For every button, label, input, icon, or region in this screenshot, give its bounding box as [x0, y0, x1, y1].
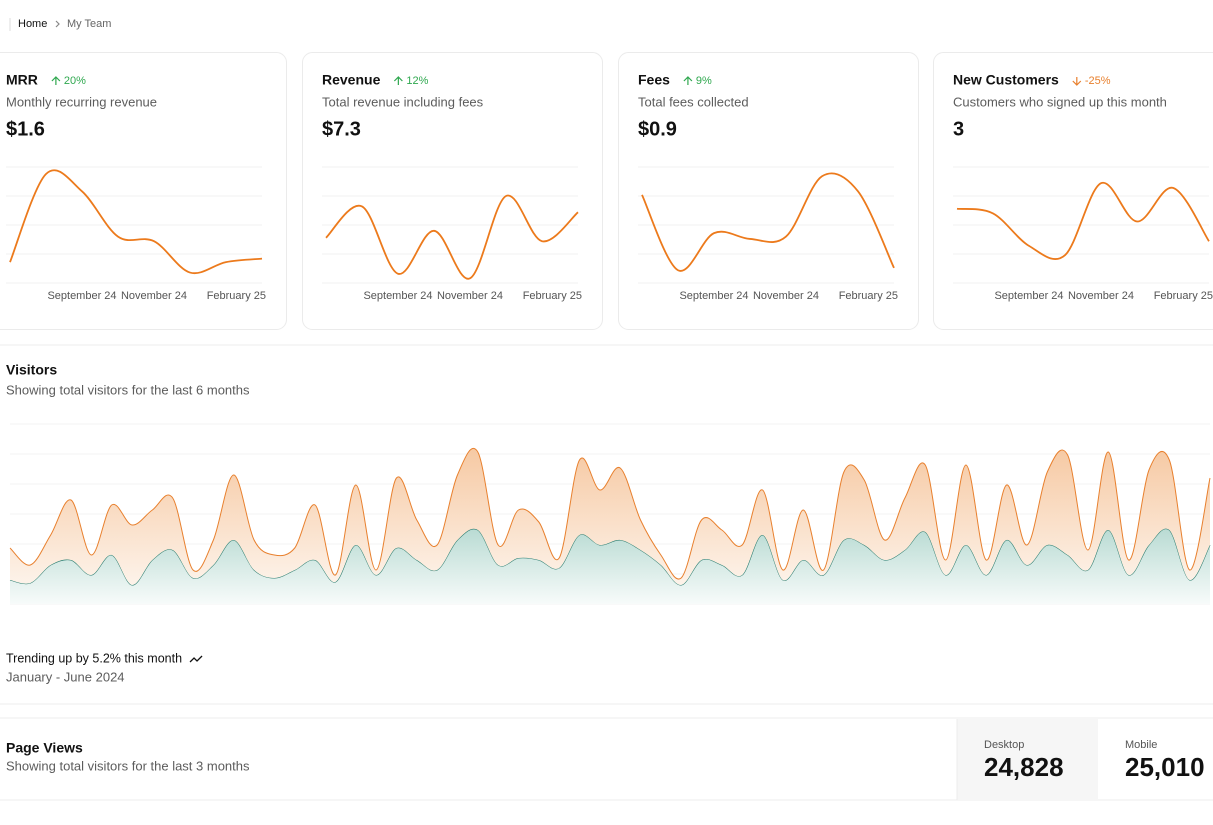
trend-text: Trending up by 5.2% this month: [6, 651, 182, 665]
x-tick-label: September 24: [994, 290, 1063, 302]
trend-arrow-icon: [683, 76, 693, 85]
metric-card: Fees 9% Total fees collected $0.9 September …: [618, 52, 919, 330]
x-tick-label: September 24: [679, 290, 748, 302]
metric-card: New Customers -25% Customers who signed up…: [933, 52, 1213, 330]
card-title: Fees: [638, 72, 670, 88]
x-tick-label: February 25: [839, 290, 898, 302]
card-title: MRR: [6, 72, 38, 88]
trend-arrow-icon: [393, 76, 403, 85]
line: [956, 182, 1210, 260]
x-tick-label: September 24: [363, 290, 432, 302]
card-frame: [0, 52, 287, 330]
stat-label: Desktop: [984, 739, 1024, 751]
trend-period: January - June 2024: [6, 669, 125, 684]
card-frame: [933, 52, 1213, 330]
x-tick-label: February 25: [1154, 290, 1213, 302]
x-tick-label: September 24: [47, 290, 116, 302]
card-value: 3: [953, 118, 964, 140]
line: [325, 194, 579, 280]
x-tick-label: November 24: [1068, 290, 1134, 302]
trend-arrow-icon: [51, 76, 61, 85]
line: [9, 169, 263, 275]
change-badge: 20%: [64, 75, 86, 87]
breadcrumb-link[interactable]: Home: [18, 18, 47, 30]
area-line: [9, 447, 1211, 580]
breadcrumb-current: My Team: [67, 18, 111, 30]
change-badge: 9%: [696, 75, 712, 87]
chevron-icon: [55, 20, 60, 28]
x-tick-label: February 25: [207, 290, 266, 302]
card-description: Customers who signed up this month: [953, 94, 1167, 109]
card-frame: [302, 52, 603, 330]
stat-value: 25,010: [1125, 752, 1205, 782]
card-value: $0.9: [638, 118, 677, 140]
metric-card: MRR 20% Monthly recurring revenue $1.6 Septe…: [0, 52, 287, 330]
card-description: Total revenue including fees: [322, 94, 484, 109]
card-value: $7.3: [322, 118, 361, 140]
trend-arrow-icon: [1072, 77, 1082, 86]
x-tick-label: November 24: [437, 290, 503, 302]
x-tick-label: November 24: [121, 290, 187, 302]
section-title: Visitors: [6, 362, 57, 378]
x-tick-label: November 24: [753, 290, 819, 302]
section-subtitle: Showing total visitors for the last 3 mo…: [6, 758, 250, 773]
change-badge: -25%: [1085, 75, 1111, 87]
card-title: New Customers: [953, 72, 1059, 88]
section-title: Page Views: [6, 740, 83, 756]
card-value: $1.6: [6, 118, 45, 140]
area: [10, 528, 1210, 604]
stat-value: 24,828: [984, 752, 1064, 782]
card-title: Revenue: [322, 72, 381, 88]
line: [641, 172, 895, 272]
stat-label[interactable]: Mobile: [1125, 739, 1157, 751]
section-subtitle: Showing total visitors for the last 6 mo…: [6, 382, 250, 397]
card-description: Monthly recurring revenue: [6, 94, 157, 109]
stat-box-active[interactable]: [957, 719, 1098, 799]
x-tick-label: February 25: [523, 290, 582, 302]
card-description: Total fees collected: [638, 94, 749, 109]
area: [10, 448, 1210, 586]
trend-icon: [189, 655, 203, 663]
metric-card: Revenue 12% Total revenue including fees $7…: [302, 52, 603, 330]
change-badge: 12%: [406, 75, 428, 87]
